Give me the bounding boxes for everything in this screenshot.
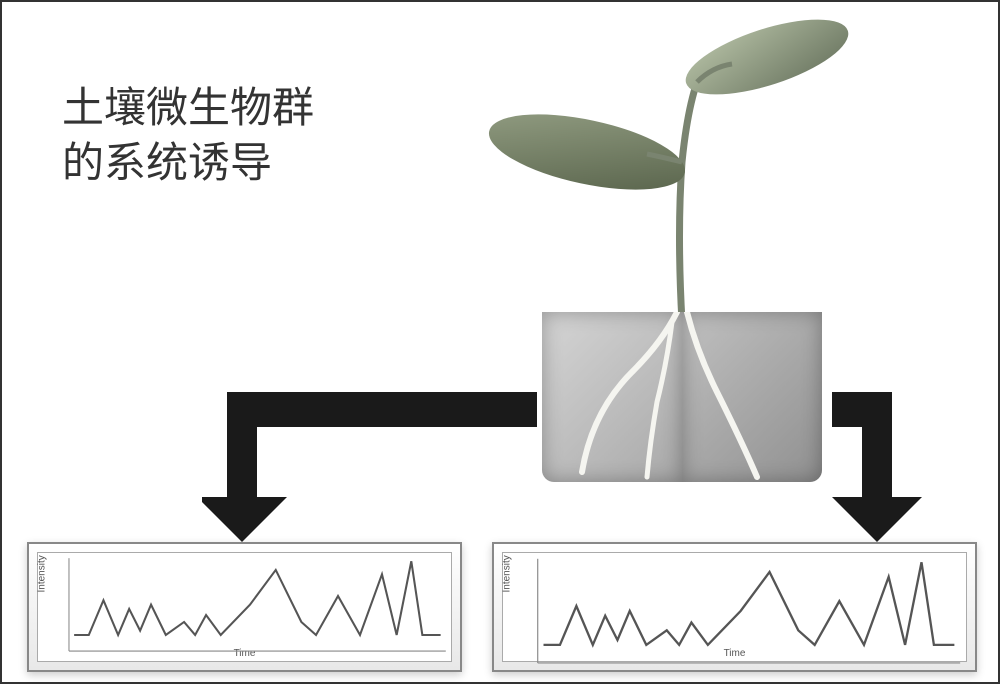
chromatogram-panel-right: Intensity Time bbox=[492, 542, 977, 672]
chart-inner-right: Intensity Time bbox=[502, 552, 967, 662]
arrow-right bbox=[832, 392, 922, 542]
seedling-illustration bbox=[482, 12, 862, 352]
chromatogram-right bbox=[503, 553, 966, 680]
root-right-svg bbox=[682, 312, 822, 482]
chart-inner-left: Intensity Time bbox=[37, 552, 452, 662]
diagram-title: 土壤微生物群 的系统诱导 bbox=[62, 82, 314, 191]
left-leaf bbox=[483, 100, 692, 204]
split-root-container bbox=[542, 312, 822, 482]
stem bbox=[680, 82, 698, 322]
chromatogram-left bbox=[38, 553, 451, 667]
root-left-svg bbox=[542, 312, 682, 482]
diagram-container: 土壤微生物群 的系统诱导 bbox=[0, 0, 1000, 684]
title-line-1: 土壤微生物群 bbox=[62, 82, 314, 137]
root-compartment-right bbox=[682, 312, 822, 482]
chromatogram-panel-left: Intensity Time bbox=[27, 542, 462, 672]
title-line-2: 的系统诱导 bbox=[62, 137, 314, 192]
root-compartment-left bbox=[542, 312, 682, 482]
right-leaf bbox=[678, 12, 857, 110]
arrow-left bbox=[202, 392, 542, 542]
